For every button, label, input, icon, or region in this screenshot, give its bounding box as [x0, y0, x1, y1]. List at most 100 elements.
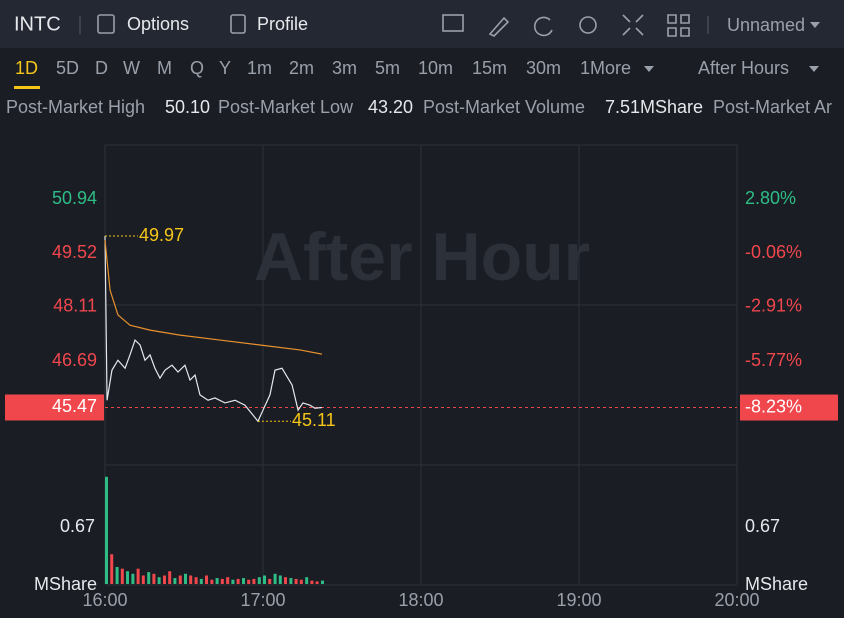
refresh-icon[interactable] [533, 16, 553, 37]
x-tick-label: 16:00 [82, 590, 127, 610]
volume-bar [199, 578, 203, 584]
header-bar [0, 0, 844, 48]
x-tick-label: 18:00 [398, 590, 443, 610]
price-line [104, 236, 322, 423]
volume-tick-label: 0.67 [60, 516, 95, 536]
layout-name[interactable]: Unnamed [727, 15, 805, 35]
dropdown-arrow [810, 22, 820, 28]
last-price-box [5, 394, 104, 421]
settings-icon[interactable] [579, 16, 597, 34]
volume-bar [241, 578, 245, 584]
volume-tick-label: 0.67 [745, 516, 780, 536]
volume-bar [305, 577, 309, 584]
session[interactable]: After Hours [698, 58, 789, 78]
period[interactable]: 15m [472, 58, 507, 78]
volume-bar [247, 579, 251, 584]
volume-bar [289, 578, 293, 584]
price-line [104, 240, 323, 355]
period[interactable]: D [95, 58, 108, 78]
draw-icon[interactable] [488, 16, 510, 37]
y-tick-label: 49.52 [52, 242, 97, 262]
volume-bar [294, 578, 298, 584]
period[interactable]: 1m [247, 58, 272, 78]
period[interactable]: 10m [418, 58, 453, 78]
volume-bar [120, 568, 124, 584]
volume-bar [299, 579, 303, 584]
y2-tick-label: 2.80% [745, 188, 796, 208]
layout-icon[interactable] [667, 14, 690, 37]
tab[interactable]: Profile [257, 14, 308, 34]
period[interactable]: 2m [289, 58, 314, 78]
period-underline [14, 86, 40, 89]
x-tick-label: 17:00 [240, 590, 285, 610]
stat-label: Post-Market Low [218, 97, 354, 117]
volume-bar [136, 568, 140, 584]
volume-bar [273, 573, 277, 584]
volume-bar [257, 577, 261, 584]
period[interactable]: 5D [56, 58, 79, 78]
volume-bar [226, 577, 230, 584]
volume-bar [189, 575, 193, 584]
period[interactable]: 30m [526, 58, 561, 78]
volume-bar [184, 573, 187, 584]
stat-value: 43.20 [368, 97, 413, 117]
volume-bar [210, 579, 214, 584]
y2-tick-label: -5.77% [745, 350, 802, 370]
period[interactable]: M [157, 58, 172, 78]
volume-bar [152, 573, 156, 584]
volume-bar [147, 572, 151, 584]
period[interactable]: 5m [375, 58, 400, 78]
tab[interactable]: Options [127, 14, 189, 34]
period[interactable]: 1 [580, 58, 590, 78]
volume-bar [141, 575, 145, 584]
stat-label: Post-Market Ar [713, 97, 832, 117]
volume-bar [320, 580, 324, 584]
period[interactable]: 3m [332, 58, 357, 78]
y2-tick-label: -2.91% [745, 296, 802, 316]
stat-value: 50.10 [165, 97, 210, 117]
indicator-icon[interactable] [442, 14, 464, 32]
last-change-box [740, 394, 838, 421]
volume-bar [310, 580, 314, 584]
period[interactable]: W [123, 58, 140, 78]
period[interactable]: 1D [15, 58, 38, 78]
volume-bar [220, 578, 224, 584]
period[interactable]: Y [219, 58, 231, 78]
dropdown-arrow [644, 66, 654, 72]
fullscreen-icon[interactable] [622, 14, 644, 36]
symbol[interactable]: INTC [14, 13, 61, 35]
volume-bar [168, 571, 172, 584]
volume-bar [178, 575, 182, 584]
volume-bar [157, 577, 161, 584]
dropdown-arrow [809, 66, 819, 72]
volume-bar [115, 566, 119, 584]
volume-bar [278, 575, 282, 584]
y-tick-label: 48.11 [53, 296, 97, 316]
y2-tick-label: -0.06% [745, 242, 802, 262]
options-icon[interactable] [97, 14, 115, 34]
annotation: 45.11 [292, 410, 336, 430]
stat-label: Post-Market Volume [423, 97, 585, 117]
volume-bar [194, 577, 198, 584]
x-tick-label: 20:00 [714, 590, 759, 610]
x-tick-label: 19:00 [556, 590, 601, 610]
volume-bar [105, 476, 108, 584]
volume-bar [252, 578, 256, 584]
volume-bar [236, 578, 240, 584]
last-change: -8.23% [745, 396, 802, 416]
volume-bar [231, 579, 235, 584]
period[interactable]: Q [190, 58, 204, 78]
annotation: 49.97 [139, 225, 184, 245]
watermark: After Hour [254, 219, 590, 295]
volume-bar [284, 577, 288, 584]
volume-bar [131, 573, 135, 584]
volume-unit: MShare [34, 574, 97, 594]
profile-icon[interactable] [230, 14, 246, 34]
y-tick-label: 46.69 [52, 350, 97, 370]
volume-bar [162, 575, 166, 584]
more[interactable]: More [590, 58, 631, 78]
volume-bar [263, 575, 266, 584]
stat-label: Post-Market High [6, 97, 145, 117]
